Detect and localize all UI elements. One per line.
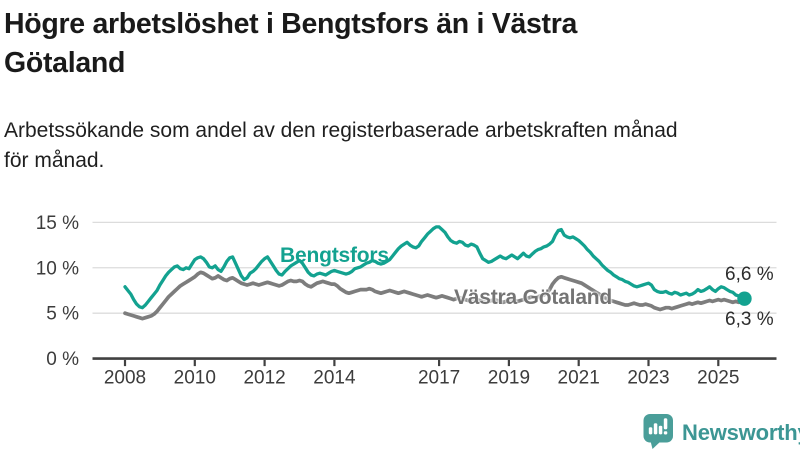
x-axis-tick-label: 2014 xyxy=(313,368,356,389)
bengtsfors-latest-value: 6,6 % xyxy=(725,264,774,285)
x-axis-tick-label: 2012 xyxy=(243,368,285,389)
latest-value-dot xyxy=(737,291,752,306)
chart-subtitle: Arbetssökande som andel av den registerb… xyxy=(4,119,678,172)
x-axis-tick-label: 2025 xyxy=(697,368,739,389)
bar-chart-speech-bubble-icon xyxy=(643,414,673,449)
x-axis-tick-label: 2017 xyxy=(418,368,460,389)
page-title: Högre arbetslöshet i Bengtsfors än i Väs… xyxy=(4,8,578,79)
y-axis-tick-label: 5 % xyxy=(46,304,79,325)
y-axis-tick-label: 15 % xyxy=(36,213,79,234)
series-line-bengtsfors xyxy=(123,225,747,310)
y-axis-tick-label: 0 % xyxy=(46,349,79,370)
x-axis-tick-label: 2008 xyxy=(104,368,146,389)
series-label-bengtsfors: Bengtsfors xyxy=(280,244,389,267)
x-axis-tick-label: 2010 xyxy=(174,368,216,389)
vastra-gotaland-latest-value: 6,3 % xyxy=(725,309,774,330)
x-axis-tick-label: 2019 xyxy=(488,368,530,389)
brand-name: Newsworthy xyxy=(682,420,800,445)
series-line-v-stra-g-taland xyxy=(123,270,747,321)
x-axis-tick-label: 2023 xyxy=(627,368,669,389)
y-axis-tick-label: 10 % xyxy=(36,258,79,279)
newsworthy-logo: Newsworthy xyxy=(643,413,800,450)
x-axis-tick-label: 2021 xyxy=(558,368,600,389)
series-label-vastra-gotaland: Västra Götaland xyxy=(454,286,613,309)
